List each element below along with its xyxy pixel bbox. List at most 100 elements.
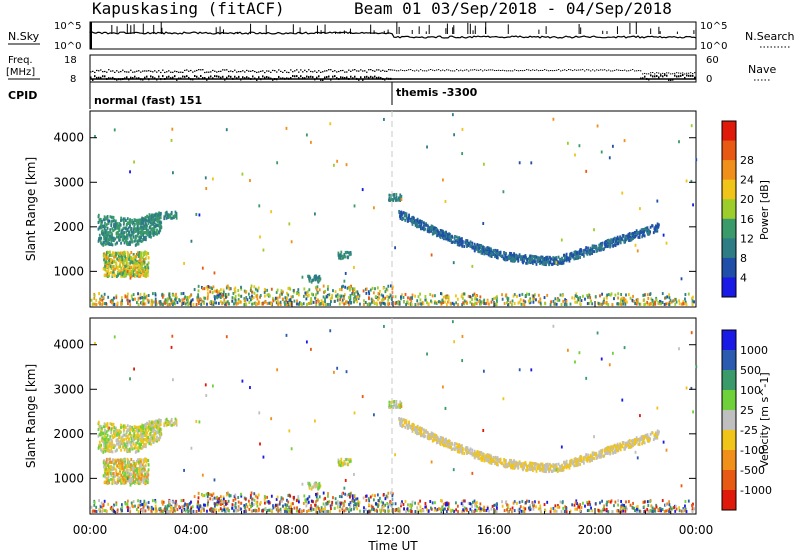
power-cell bbox=[139, 253, 142, 257]
freq-dot bbox=[246, 69, 248, 72]
power-cell bbox=[673, 298, 676, 302]
power-cell bbox=[123, 221, 125, 225]
power-cell bbox=[288, 286, 291, 290]
velocity-cell bbox=[103, 465, 105, 469]
power-cell bbox=[305, 291, 308, 295]
freq-dot bbox=[300, 69, 302, 71]
velocity-cell bbox=[473, 456, 476, 460]
power-cell bbox=[399, 214, 401, 218]
power-cell bbox=[573, 257, 576, 261]
power-cell bbox=[132, 221, 135, 225]
power-cell bbox=[146, 268, 148, 272]
freq-dot bbox=[152, 71, 154, 73]
power-cell bbox=[471, 298, 473, 302]
power-cell bbox=[670, 300, 673, 304]
power-cell bbox=[478, 246, 481, 250]
power-cell bbox=[458, 238, 461, 242]
power-cell bbox=[585, 169, 588, 173]
power-cell bbox=[263, 301, 266, 305]
power-cell bbox=[121, 254, 124, 258]
velocity-cell bbox=[136, 428, 138, 432]
velocity-cell bbox=[111, 480, 114, 484]
nave-dot bbox=[294, 75, 296, 78]
power-cell bbox=[348, 302, 350, 306]
power-cell bbox=[400, 195, 402, 199]
freq-dot bbox=[364, 70, 366, 72]
nave-dot bbox=[686, 74, 688, 77]
velocity-cell bbox=[112, 475, 115, 479]
power-cell bbox=[118, 272, 121, 276]
power-cell bbox=[371, 298, 374, 302]
power-cell bbox=[142, 302, 145, 306]
power-cell bbox=[426, 229, 429, 233]
power-cell bbox=[479, 295, 482, 299]
power-cell bbox=[369, 288, 372, 292]
power-cell bbox=[524, 300, 527, 304]
velocity-cell bbox=[157, 422, 160, 426]
power-cell bbox=[136, 271, 139, 275]
power-cell bbox=[172, 299, 175, 303]
power-cell bbox=[518, 293, 521, 297]
power-cell bbox=[144, 257, 147, 261]
power-cell bbox=[463, 292, 466, 296]
power-cell bbox=[104, 236, 107, 240]
nave-dot bbox=[650, 74, 652, 77]
velocity-cell bbox=[155, 419, 157, 423]
power-cell bbox=[226, 284, 229, 288]
power-cell bbox=[513, 254, 516, 258]
power-cell bbox=[99, 238, 102, 242]
power-cell bbox=[426, 301, 428, 305]
power-cell bbox=[623, 139, 626, 143]
freq-dot bbox=[390, 69, 392, 71]
velocity-cell bbox=[158, 430, 161, 434]
power-cell bbox=[340, 254, 343, 258]
power-cell bbox=[159, 212, 162, 216]
power-cell bbox=[109, 260, 112, 264]
power-cell bbox=[299, 301, 302, 305]
power-cell bbox=[524, 254, 527, 258]
freq-dot bbox=[610, 70, 612, 72]
velocity-cell bbox=[126, 428, 129, 432]
power-cell bbox=[111, 261, 114, 265]
power-cell bbox=[595, 249, 598, 253]
freq-dot bbox=[630, 69, 632, 71]
velocity-cell bbox=[123, 428, 125, 432]
power-cell bbox=[399, 197, 402, 201]
power-cell bbox=[437, 229, 439, 233]
power-cell bbox=[438, 300, 440, 304]
velocity-cell bbox=[109, 467, 112, 471]
power-cell bbox=[103, 227, 106, 231]
velocity-cell bbox=[113, 435, 116, 439]
freq-dot bbox=[176, 71, 178, 73]
power-cell bbox=[104, 225, 107, 229]
power-cell bbox=[121, 264, 124, 268]
freq-dot bbox=[552, 70, 554, 72]
power-cell bbox=[378, 289, 381, 293]
power-cell bbox=[573, 251, 576, 255]
power-cell bbox=[263, 290, 266, 294]
power-cell bbox=[129, 240, 132, 244]
power-cell bbox=[508, 255, 511, 259]
power-cell bbox=[572, 253, 575, 257]
power-cell bbox=[402, 295, 405, 299]
power-cell bbox=[346, 286, 349, 290]
power-cell bbox=[312, 300, 315, 304]
power-cell bbox=[171, 127, 174, 131]
power-cell bbox=[120, 254, 123, 258]
nave-dot bbox=[690, 74, 692, 77]
power-cell bbox=[636, 249, 639, 253]
power-cell bbox=[192, 302, 195, 306]
velocity-cell bbox=[126, 436, 129, 440]
velocity-cell bbox=[560, 468, 563, 472]
power-cell bbox=[143, 260, 146, 264]
velocity-cell bbox=[132, 463, 135, 467]
power-cell bbox=[116, 241, 118, 245]
velocity-cell bbox=[127, 433, 130, 437]
power-cell bbox=[284, 296, 287, 300]
velocity-cell bbox=[146, 470, 149, 474]
freq-dot bbox=[620, 69, 622, 71]
power-cell bbox=[691, 303, 694, 307]
power-cell bbox=[104, 264, 107, 268]
power-cell bbox=[365, 291, 368, 295]
